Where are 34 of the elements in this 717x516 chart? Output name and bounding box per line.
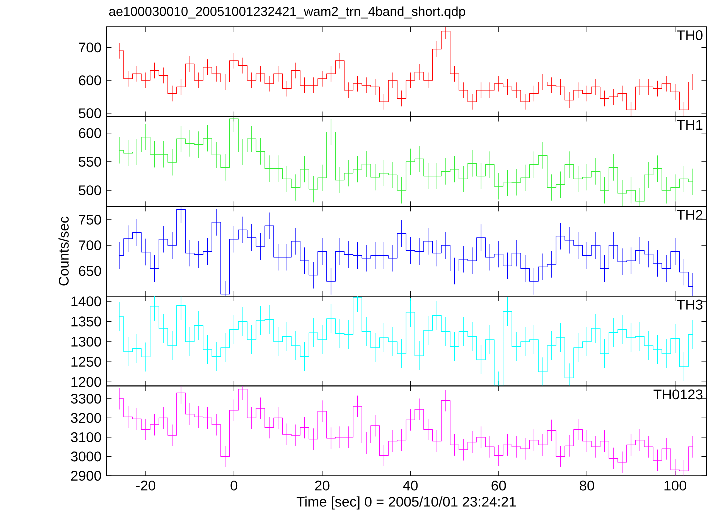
y-tick-label: 3300 <box>71 394 102 404</box>
y-tick-label: 550 <box>79 157 102 167</box>
y-tick-label: 1400 <box>72 296 102 307</box>
y-tick-label: 750 <box>79 214 102 225</box>
y-tick-label: 600 <box>79 76 102 86</box>
x-tick-label: -20 <box>136 480 156 491</box>
y-tick-label: 650 <box>79 266 102 276</box>
x-tick-label: 20 <box>315 480 330 491</box>
y-tick-label: 3200 <box>71 413 102 424</box>
y-tick-label: 1200 <box>72 377 102 388</box>
text: TH1 <box>677 120 703 130</box>
x-tick-label: 40 <box>403 480 418 491</box>
y-tick-label: 2900 <box>71 471 102 481</box>
text: TH2 <box>677 210 703 220</box>
text: TH0123 <box>654 390 703 400</box>
y-tick-label: 1300 <box>72 336 102 347</box>
x-tick-label: 100 <box>664 480 687 491</box>
chart-title: ae100030010_20051001232421_wam2_trn_4band_short.qdp <box>109 6 466 19</box>
text: TH0 <box>677 30 703 40</box>
series-label: TH3 <box>677 300 703 310</box>
x-tick-label: 60 <box>492 480 506 491</box>
x-axis-title: Time [sec] 0 = 2005/10/01 23:24:21 <box>296 496 516 510</box>
y-tick-label: 1350 <box>72 316 102 327</box>
x-tick-label: 0 <box>230 480 238 491</box>
y-tick-label: 1250 <box>72 357 102 367</box>
y-tick-label: 3100 <box>71 432 102 442</box>
y-tick-label: 600 <box>79 128 102 138</box>
y-tick-label: 700 <box>79 240 102 251</box>
y-tick-label: 500 <box>79 186 102 196</box>
x-tick-label: 80 <box>580 480 594 491</box>
y-axis-title: Counts/sec <box>58 216 69 286</box>
y-tick-label: 3000 <box>71 452 102 462</box>
y-tick-label: 500 <box>79 108 102 118</box>
y-tick-label: 700 <box>79 42 102 53</box>
